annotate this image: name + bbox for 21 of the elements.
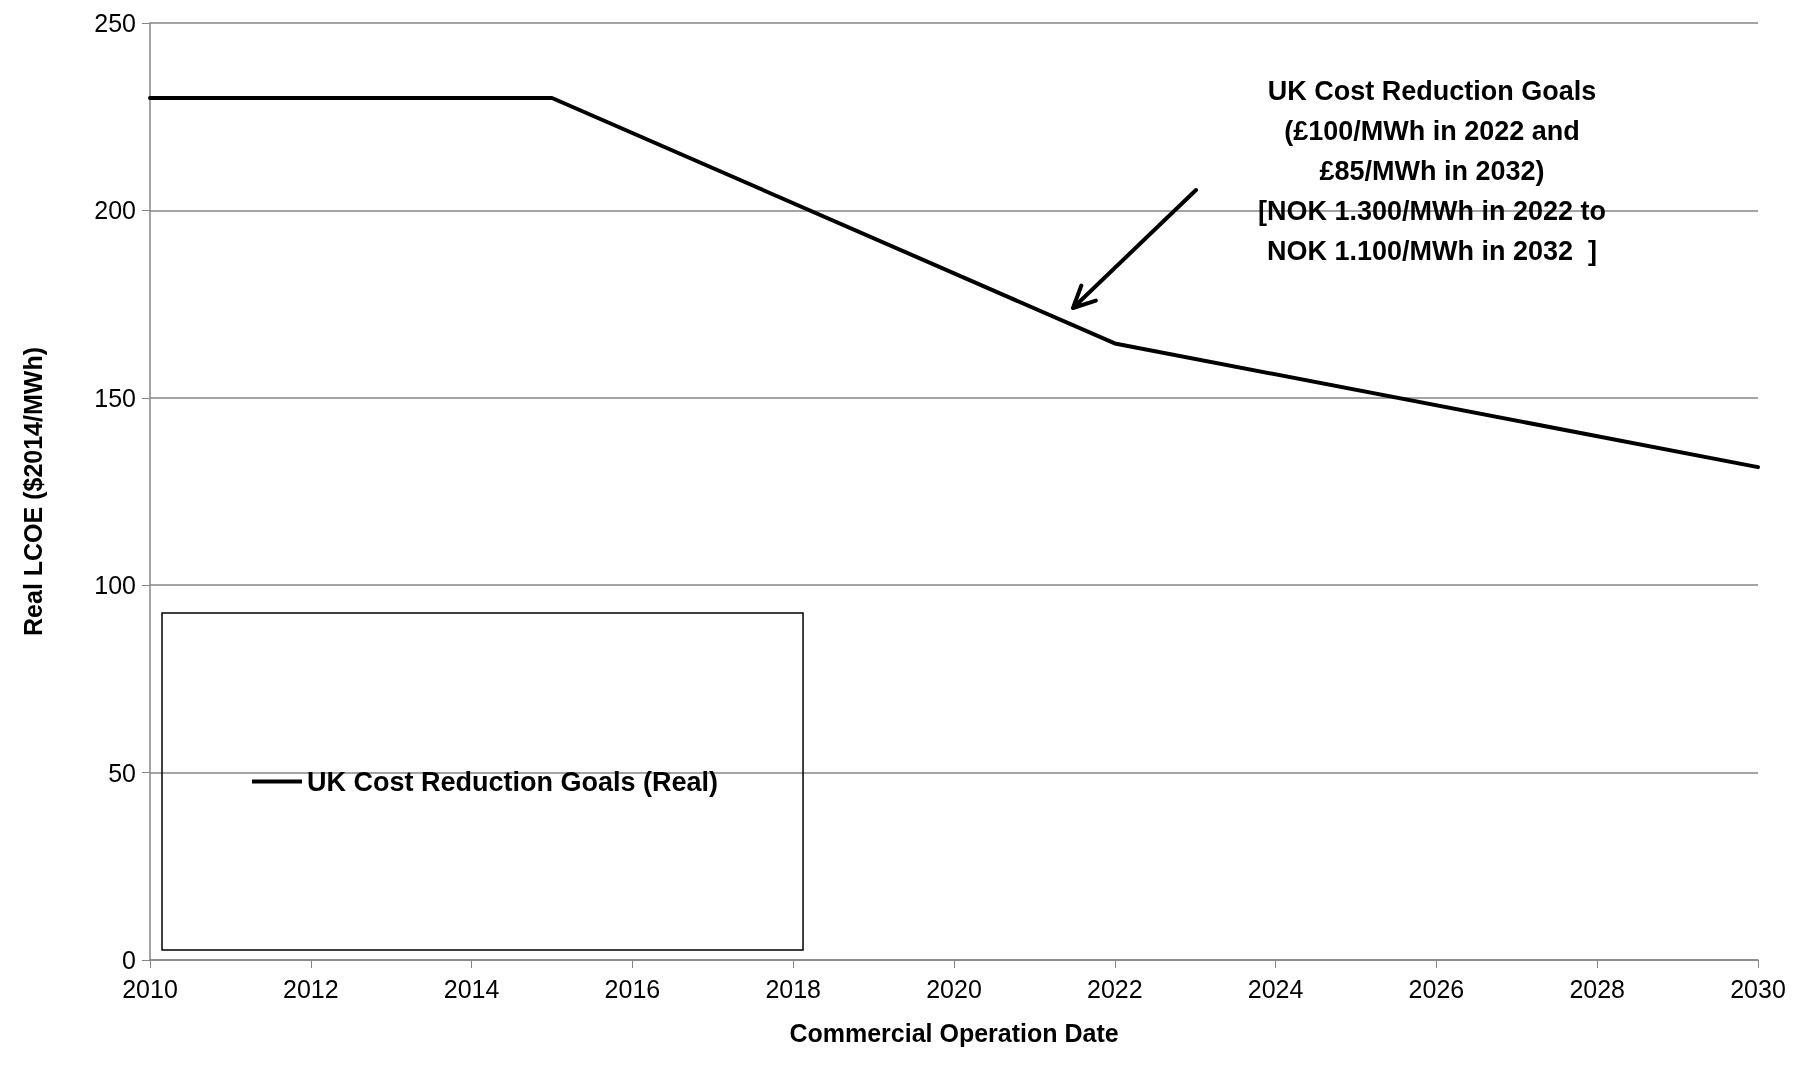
x-tick-label: 2030	[1730, 974, 1786, 1003]
x-tick-label: 2020	[926, 974, 982, 1003]
y-tick-label: 50	[108, 758, 136, 787]
x-tick-label: 2026	[1408, 974, 1465, 1003]
x-tick-label: 2018	[765, 974, 822, 1003]
y-tick-label: 150	[94, 383, 136, 412]
x-tick-label: 2016	[604, 974, 661, 1003]
x-tick-label: 2014	[443, 974, 500, 1003]
y-tick-label: 200	[94, 196, 136, 225]
x-tick-label: 2024	[1247, 974, 1304, 1003]
x-tick-label: 2012	[282, 974, 339, 1003]
y-tick-label: 100	[94, 571, 136, 600]
x-axis-title: Commercial Operation Date	[789, 1018, 1119, 1047]
x-tick-label: 2010	[122, 974, 178, 1003]
y-tick-label: 250	[94, 9, 136, 37]
annotation: UK Cost Reduction Goals (£100/MWh in 2022 and £85/MWh in 2032) [NOK 1.300/MWh in 2022 to NOK 1.100/MWh in 2032 ]	[1257, 76, 1607, 266]
y-axis-title: Real LCOE ($2014/MWh)	[18, 347, 47, 636]
x-tick-label: 2022	[1086, 974, 1143, 1003]
x-tick-label: 2028	[1569, 974, 1626, 1003]
y-tick-label: 0	[122, 946, 136, 974]
legend-label: UK Cost Reduction Goals (Real)	[307, 766, 719, 797]
